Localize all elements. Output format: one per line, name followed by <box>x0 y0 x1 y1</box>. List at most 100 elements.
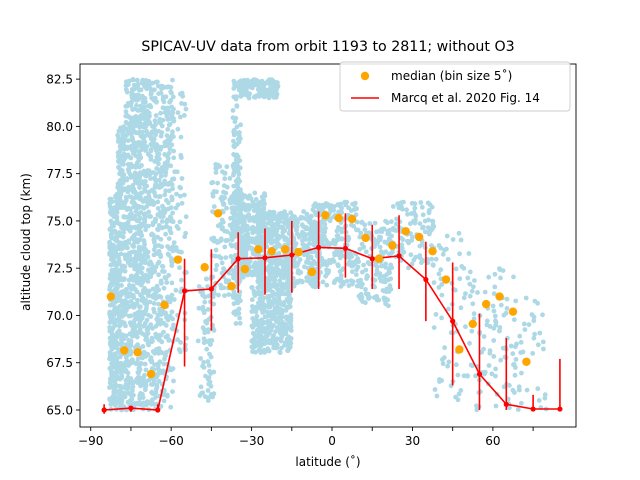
median-point <box>120 346 129 355</box>
observation-point <box>515 407 521 412</box>
observation-point <box>231 310 237 316</box>
observation-point <box>128 143 134 149</box>
observation-point <box>174 224 180 229</box>
observation-point <box>274 272 280 278</box>
observation-point <box>287 230 292 236</box>
observation-point <box>299 279 305 284</box>
observation-point <box>417 243 423 249</box>
observation-point <box>383 261 388 267</box>
observation-point <box>156 259 162 265</box>
observation-point <box>165 163 171 168</box>
observation-point <box>209 253 215 259</box>
reference-point <box>503 401 509 407</box>
observation-point <box>139 80 145 85</box>
observation-point <box>143 337 149 343</box>
observation-point <box>288 336 294 341</box>
observation-point <box>255 272 261 278</box>
observation-point <box>249 309 255 314</box>
observation-point <box>331 259 337 264</box>
observation-point <box>158 403 164 409</box>
observation-point <box>138 229 144 235</box>
observation-point <box>222 293 227 298</box>
observation-point <box>389 219 394 225</box>
observation-point <box>471 311 477 317</box>
observation-point <box>335 262 341 268</box>
observation-point <box>275 325 280 330</box>
observation-point <box>431 325 437 330</box>
observation-point <box>143 367 149 373</box>
observation-point <box>151 252 157 258</box>
observation-point <box>178 155 184 161</box>
observation-point <box>234 94 239 99</box>
observation-point <box>516 387 522 393</box>
observation-point <box>115 366 121 372</box>
y-axis-label: altitude cloud top (km) <box>19 173 33 311</box>
observation-point <box>228 242 234 248</box>
observation-point <box>238 240 244 246</box>
reference-point <box>128 405 134 411</box>
legend-median-marker <box>360 71 370 81</box>
observation-point <box>166 315 172 320</box>
observation-point <box>250 199 256 205</box>
observation-point <box>240 229 245 235</box>
observation-point <box>482 369 488 375</box>
observation-point <box>160 310 166 316</box>
observation-point <box>159 339 165 345</box>
observation-point <box>491 325 497 331</box>
observation-point <box>399 206 405 212</box>
observation-point <box>283 235 289 241</box>
observation-point <box>121 277 127 282</box>
observation-point <box>262 193 268 199</box>
observation-point <box>148 401 154 407</box>
observation-point <box>111 392 117 398</box>
observation-point <box>259 322 265 328</box>
observation-point <box>319 255 325 261</box>
observation-point <box>283 216 289 222</box>
observation-point <box>175 337 181 343</box>
observation-point <box>420 225 425 231</box>
observation-point <box>140 379 146 385</box>
observation-point <box>365 274 370 279</box>
observation-point <box>358 277 363 283</box>
observation-point <box>155 79 160 85</box>
median-point <box>388 241 397 250</box>
observation-point <box>165 153 170 159</box>
observation-point <box>128 341 134 346</box>
observation-point <box>213 165 219 171</box>
observation-point <box>165 126 171 132</box>
observation-point <box>299 232 304 237</box>
observation-point <box>239 80 244 86</box>
observation-point <box>128 103 134 108</box>
observation-point <box>231 161 237 167</box>
reference-point <box>369 256 375 262</box>
observation-point <box>219 226 225 232</box>
x-axis: −90 −60 −30 0 30 60 <box>78 427 534 448</box>
observation-point <box>164 219 170 225</box>
observation-point <box>469 328 475 334</box>
observation-point <box>363 291 369 297</box>
observation-point <box>123 382 129 388</box>
observation-point <box>211 369 217 375</box>
median-point <box>173 255 183 264</box>
observation-point <box>272 297 278 303</box>
observation-point <box>224 205 229 211</box>
observation-point <box>335 237 340 243</box>
observation-point <box>140 199 146 204</box>
observation-point <box>129 211 134 216</box>
observation-point <box>257 343 262 348</box>
observation-point <box>326 258 332 263</box>
observation-point <box>128 391 134 396</box>
observation-point <box>490 303 496 309</box>
observation-point <box>230 272 236 278</box>
observation-point <box>260 278 265 284</box>
observation-point <box>386 303 391 309</box>
observation-point <box>198 356 204 361</box>
observation-point <box>126 313 132 319</box>
observation-point <box>300 241 306 247</box>
observation-point <box>466 251 472 256</box>
observation-point <box>540 312 545 318</box>
observation-point <box>138 292 143 297</box>
observation-point <box>142 104 148 109</box>
observation-point <box>158 110 164 116</box>
observation-point <box>159 219 165 224</box>
